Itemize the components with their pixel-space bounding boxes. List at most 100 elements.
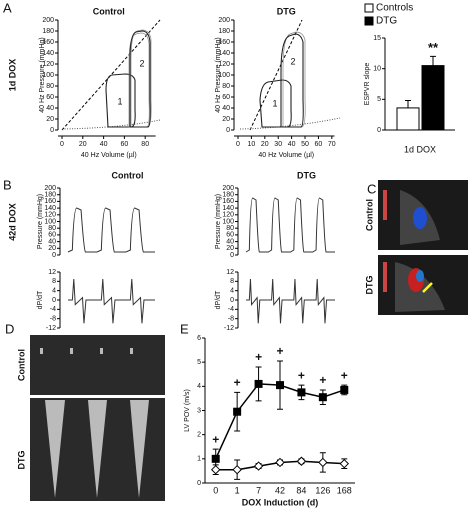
x-tick-label: 1 bbox=[235, 485, 240, 495]
annotation: 2 bbox=[139, 58, 144, 68]
y-tick-label: 20 bbox=[48, 245, 56, 252]
y-tick-label: 12 bbox=[48, 269, 56, 276]
color-scale bbox=[383, 262, 387, 292]
y-tick-label: 80 bbox=[48, 225, 56, 232]
y-axis-label: dP/dT bbox=[215, 290, 222, 309]
y-tick-label: -12 bbox=[224, 325, 234, 332]
y-tick-label: 60 bbox=[48, 232, 56, 239]
y-tick-label: 0 bbox=[50, 127, 54, 134]
x-tick-label: 84 bbox=[296, 485, 306, 495]
x-tick-label: 0 bbox=[60, 141, 64, 148]
y-tick-label: 20 bbox=[222, 116, 230, 123]
legend-swatch bbox=[364, 3, 374, 13]
y-tick-label: 180 bbox=[44, 192, 56, 199]
error-bar bbox=[405, 100, 411, 108]
panel-label: E bbox=[180, 321, 189, 336]
y-tick-label: 200 bbox=[218, 17, 230, 24]
x-axis-label: 40 Hz Volume (µl) bbox=[81, 152, 137, 159]
x-tick-label: 40 bbox=[100, 141, 108, 148]
x-axis-label: 40 Hz Volume (µl) bbox=[258, 152, 314, 159]
y-tick-label: 120 bbox=[218, 61, 230, 68]
doppler-flow bbox=[413, 207, 427, 229]
y-tick-label: 5 bbox=[197, 359, 201, 366]
loop bbox=[259, 79, 292, 128]
annotation: 1 bbox=[272, 98, 277, 108]
chart-title: Control bbox=[112, 170, 144, 180]
y-tick-label: 12 bbox=[226, 269, 234, 276]
annotation: + bbox=[319, 373, 326, 387]
y-tick-label: -8 bbox=[228, 316, 234, 323]
y-tick-label: 0 bbox=[197, 480, 201, 487]
dpdt-trace bbox=[68, 278, 155, 324]
x-tick-label: 30 bbox=[274, 141, 282, 148]
chart-title: DTG bbox=[277, 6, 296, 16]
loop bbox=[128, 32, 150, 128]
y-tick-label: 0 bbox=[377, 127, 381, 134]
y-tick-label: 120 bbox=[42, 61, 54, 68]
annotation: ** bbox=[428, 40, 439, 55]
y-tick-label: 60 bbox=[46, 94, 54, 101]
y-tick-label: 140 bbox=[42, 50, 54, 57]
x-tick-label: 50 bbox=[301, 141, 309, 148]
annotation: + bbox=[234, 376, 241, 390]
x-tick-label: 70 bbox=[328, 141, 336, 148]
annotation: + bbox=[298, 368, 305, 382]
row-label: 42d DOX bbox=[7, 203, 17, 241]
y-tick-label: 80 bbox=[226, 225, 234, 232]
panel-label: A bbox=[3, 0, 12, 15]
y-tick-label: 100 bbox=[222, 218, 234, 225]
x-axis-label: 1d DOX bbox=[404, 144, 436, 154]
doppler-image bbox=[30, 335, 165, 395]
y-tick-label: 15 bbox=[373, 35, 381, 42]
y-tick-label: 160 bbox=[218, 39, 230, 46]
y-tick-label: 0 bbox=[230, 252, 234, 259]
pv-loops bbox=[61, 19, 341, 131]
y-tick-label: 0 bbox=[52, 252, 56, 259]
y-tick-label: 180 bbox=[218, 28, 230, 35]
pressure-trace bbox=[67, 207, 155, 253]
loop bbox=[130, 29, 152, 128]
error-bar bbox=[430, 55, 436, 66]
image-label: DTG bbox=[16, 451, 26, 470]
panel-label: D bbox=[5, 321, 14, 336]
color-scale bbox=[383, 190, 387, 220]
y-tick-label: 20 bbox=[226, 245, 234, 252]
legend-label: DTG bbox=[376, 16, 397, 27]
y-axis-label: 40 Hz Pressure (mmHg) bbox=[215, 37, 222, 112]
x-tick-label: 168 bbox=[337, 485, 352, 495]
marker bbox=[318, 457, 328, 468]
loop bbox=[280, 33, 304, 128]
legend-swatch bbox=[364, 16, 374, 26]
annotation: + bbox=[341, 368, 348, 382]
annotation: + bbox=[276, 344, 283, 358]
y-tick-label: 3 bbox=[197, 407, 201, 414]
marker bbox=[232, 465, 242, 475]
y-tick-label: 0 bbox=[52, 297, 56, 304]
y-tick-label: 0 bbox=[226, 127, 230, 134]
y-tick-label: 20 bbox=[46, 116, 54, 123]
loop bbox=[282, 31, 306, 128]
image-label: DTG bbox=[364, 276, 374, 295]
marker bbox=[297, 388, 306, 397]
y-tick-label: 140 bbox=[222, 205, 234, 212]
bar bbox=[421, 65, 445, 131]
y-tick-label: 200 bbox=[222, 185, 234, 192]
y-tick-label: 40 bbox=[226, 238, 234, 245]
marker bbox=[211, 454, 220, 463]
chart-title: DTG bbox=[297, 170, 316, 180]
marker bbox=[339, 458, 349, 469]
y-tick-label: 80 bbox=[222, 83, 230, 90]
espvr-line bbox=[61, 19, 161, 131]
y-tick-label: 160 bbox=[222, 198, 234, 205]
legend-label: Controls bbox=[376, 3, 413, 14]
y-tick-label: 40 bbox=[222, 105, 230, 112]
x-tick-label: 42 bbox=[275, 485, 285, 495]
y-tick-label: 8 bbox=[52, 278, 56, 285]
x-tick-label: 7 bbox=[256, 485, 261, 495]
annotation: 2 bbox=[290, 56, 295, 66]
y-tick-label: -4 bbox=[50, 306, 56, 313]
marker bbox=[318, 393, 327, 402]
y-tick-label: 5 bbox=[377, 96, 381, 103]
y-tick-label: 60 bbox=[226, 232, 234, 239]
